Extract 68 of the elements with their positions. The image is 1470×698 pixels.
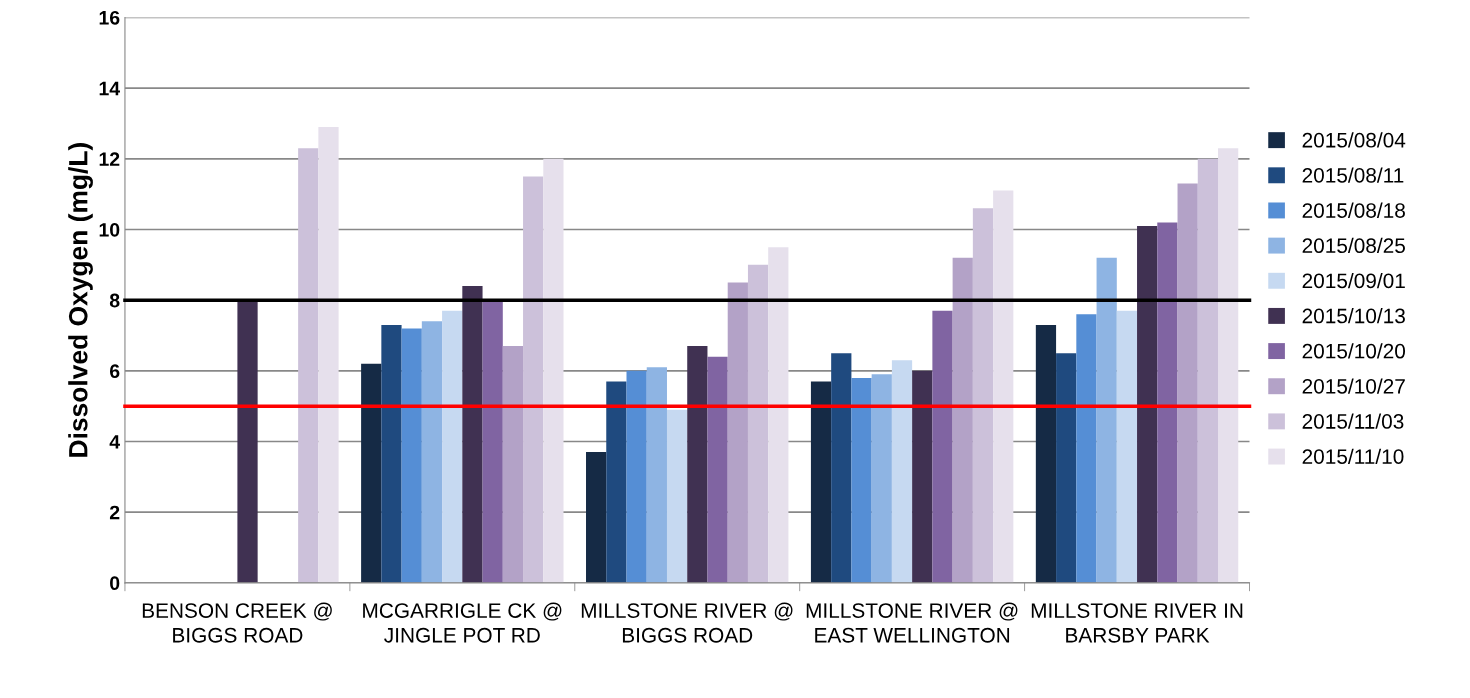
legend-label: 2015/11/03 — [1302, 413, 1404, 429]
bar — [482, 300, 503, 583]
legend-label: 2015/10/13 — [1302, 308, 1405, 324]
y-tick-label: 10 — [99, 222, 120, 237]
legend-label: 2015/08/18 — [1302, 202, 1405, 218]
y-tick-label: 8 — [109, 293, 120, 308]
legend-label: 2015/08/04 — [1302, 132, 1406, 148]
bar — [1157, 222, 1178, 583]
bar — [1197, 158, 1219, 583]
y-tick-label: 12 — [99, 152, 120, 166]
bar — [586, 452, 607, 583]
bar — [381, 324, 402, 583]
bar — [318, 126, 339, 583]
y-tick-label: 6 — [109, 364, 120, 379]
bar — [1116, 310, 1138, 583]
bar — [952, 257, 973, 583]
bar — [626, 370, 647, 583]
legend-label: 2015/08/25 — [1302, 237, 1405, 254]
bar — [1056, 353, 1077, 583]
bar — [298, 148, 319, 583]
y-tick-label: 16 — [99, 10, 120, 25]
x-tick-label: MCGARRIGLE CK @ JINGLE POT RD — [363, 602, 562, 643]
x-tick-label: MILLSTONE RIVER @ BIGGS ROAD — [581, 602, 793, 643]
x-tick-label: MILLSTONE RIVER @ EAST WELLINGTON — [806, 602, 1018, 643]
y-tick-label: 0 — [110, 576, 120, 591]
bar — [831, 353, 852, 583]
legend-label: 2015/08/11 — [1302, 167, 1404, 183]
bar — [237, 300, 258, 583]
bar — [442, 310, 463, 583]
bar — [707, 356, 728, 583]
x-tick-label: MILLSTONE RIVER IN BARSBY PARK — [1031, 603, 1243, 643]
bar — [401, 328, 422, 583]
bar — [462, 286, 483, 583]
bar — [768, 247, 789, 583]
x-tick-label: BENSON CREEK @ BIGGS ROAD — [142, 602, 332, 643]
bar — [932, 310, 953, 583]
bar — [851, 377, 872, 583]
bar — [361, 363, 382, 583]
bar — [747, 264, 769, 583]
bar — [646, 367, 667, 583]
legend-label: 2015/10/20 — [1302, 343, 1406, 359]
bar — [1035, 324, 1057, 583]
bar — [687, 346, 708, 583]
y-axis-title: Dissolved Oxygen (mg/L) — [68, 143, 93, 457]
bar — [912, 370, 933, 583]
bar — [1177, 183, 1198, 583]
bar — [523, 176, 544, 583]
bar — [421, 321, 443, 583]
bar — [972, 208, 994, 583]
bar — [502, 346, 524, 583]
bar — [1137, 225, 1158, 583]
bar — [1076, 314, 1097, 583]
bar — [810, 381, 832, 583]
bar — [1096, 257, 1117, 583]
bar — [543, 158, 564, 583]
y-tick-label: 4 — [109, 435, 120, 449]
bar — [727, 282, 748, 583]
bar — [666, 409, 688, 583]
legend-label: 2015/09/01 — [1302, 272, 1405, 289]
bar — [891, 360, 913, 583]
bar — [993, 190, 1014, 583]
bar — [871, 374, 892, 583]
legend-label: 2015/10/27 — [1302, 378, 1405, 394]
y-tick-label: 2 — [109, 505, 120, 520]
y-tick-label: 14 — [99, 81, 120, 96]
legend-label: 2015/11/10 — [1302, 448, 1404, 464]
bar — [606, 381, 627, 583]
bar — [1218, 148, 1239, 583]
